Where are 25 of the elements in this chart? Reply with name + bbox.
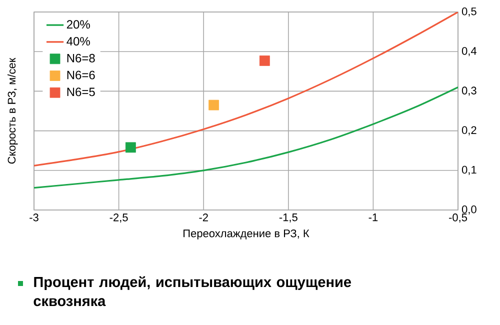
legend-label: N6=5 bbox=[67, 88, 95, 96]
x-tick-label: -1,5 bbox=[279, 214, 298, 223]
line-series bbox=[34, 12, 458, 166]
point bbox=[259, 56, 270, 66]
y-tick-label: 0,2 bbox=[462, 126, 476, 136]
y-tick-label: 0,1 bbox=[462, 166, 476, 175]
point bbox=[125, 142, 136, 153]
legend-label: 20% bbox=[66, 20, 90, 29]
legend-label: 40% bbox=[66, 37, 90, 46]
y-tick-label: 0,5 bbox=[462, 7, 476, 17]
point bbox=[208, 100, 219, 110]
text: Процент людей, испытывающих ощущение сквозняка bbox=[34, 276, 351, 306]
y-tick-label: 0,3 bbox=[462, 86, 476, 96]
legend-label: N6=8 bbox=[67, 54, 95, 62]
line-series bbox=[34, 86, 458, 189]
x-tick-label: -2 bbox=[199, 214, 208, 222]
x-tick-label: -0,5 bbox=[449, 214, 468, 223]
legend-label: N6=6 bbox=[67, 70, 95, 80]
x-tick-label: -1 bbox=[368, 214, 378, 222]
x-tick-label: -2,5 bbox=[110, 214, 128, 223]
y-tick-label: 0,4 bbox=[462, 47, 476, 56]
x-tick-label: -3 bbox=[30, 214, 38, 222]
x-axis-title: Переохлаждение в РЗ, К bbox=[184, 229, 310, 240]
y-tick-label: 0,0 bbox=[462, 205, 476, 215]
y-axis-title: Скорость в РЗ, м/сек bbox=[8, 58, 18, 164]
